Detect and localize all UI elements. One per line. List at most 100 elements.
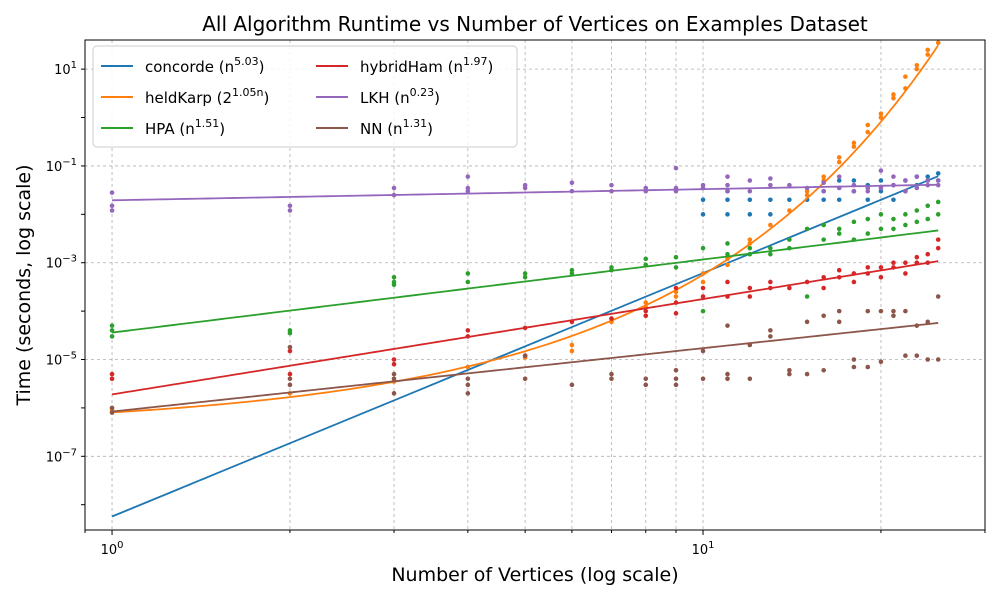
plot-frame [84,39,986,531]
nn-point [725,371,730,377]
hpa-point [700,245,706,251]
legend-label-lkh: LKH (n0.23) [360,86,440,107]
heldkarp-point [935,40,941,46]
legend: concorde (n5.03) heldKarp (21.05n) HPA (n1… [92,45,518,148]
heldkarp-point [851,140,857,146]
heldkarp-fit-line [111,44,939,414]
hybridham-point [925,251,931,257]
nn-point [914,353,920,358]
x-tick-label: 100 [101,540,124,558]
lkh-point [465,174,471,179]
nn-point [768,328,773,333]
hpa-point [878,212,884,217]
nn-point [878,308,884,314]
hybridham-point [821,274,826,280]
heldkarp-point [673,294,679,299]
concorde-point [836,197,842,203]
hpa-point [391,282,397,288]
nn-point [609,376,614,382]
hpa-point [903,222,908,228]
lkh-point [287,203,293,209]
lkh-point [287,208,293,213]
hpa-point [821,222,826,228]
concorde-point [878,188,884,194]
lkh-point [109,190,115,195]
hybridham-point [747,294,753,299]
lkh-point [903,188,908,194]
hybridham-point [903,271,908,276]
nn-point [465,391,471,396]
nn-point [891,313,896,319]
hybridham-point [903,260,908,266]
concorde-point [700,212,706,217]
hpa-point [804,226,810,232]
nn-point [569,382,575,388]
legend-box [92,45,518,148]
lkh-point [725,188,730,194]
lkh-point [903,178,908,183]
hybridham-point [836,267,842,273]
nn-point [768,334,773,339]
lkh-point [465,185,471,191]
hpa-point [109,334,115,339]
hpa-point [804,294,810,299]
hybridham-point [935,237,941,242]
lkh-point [747,178,753,183]
nn-point [836,308,842,314]
lkh-point [109,208,115,213]
heldkarp-point [643,300,649,305]
concorde-point [747,212,753,217]
legend-label-heldkarp: heldKarp (21.05n) [145,86,269,107]
hybridham-point [768,279,773,285]
hpa-point [673,265,679,270]
nn-point [287,382,293,388]
nn-point [643,382,649,388]
lkh-point [700,182,706,188]
lkh-point [914,174,920,179]
nn-point [865,364,871,370]
hpa-point [768,245,773,251]
hybridham-point [821,285,826,291]
hybridham-point [878,265,884,270]
lkh-point [925,178,931,183]
nn-point [935,357,941,362]
concorde-point [925,174,931,179]
y-tick-label: 101 [54,60,77,78]
heldkarp-point [836,155,842,160]
heldkarp-point [891,95,896,101]
plot-content [109,40,941,518]
hpa-point [725,241,730,246]
heldkarp-point [569,348,575,354]
hybridham-point [465,328,471,333]
nn-point [465,376,471,382]
hpa-point [914,219,920,225]
concorde-point [851,178,857,183]
hybridham-fit-line [111,260,939,396]
nn-point [821,367,826,373]
concorde-point [891,197,896,203]
concorde-point [836,178,842,183]
lkh-point [914,185,920,191]
lkh-fit-line [112,183,939,202]
lkh-point [609,182,614,188]
hpa-point [836,231,842,236]
nn-point [865,308,871,314]
lkh-point [821,180,826,186]
heldkarp-point [725,262,730,268]
heldkarp-point [747,237,753,242]
nn-point [643,376,649,382]
hpa-point [465,271,471,276]
nn-point [287,344,293,350]
legend-label-hpa: HPA (n1.51) [145,117,225,138]
lkh-point [465,188,471,194]
heldkarp-point [903,74,908,79]
nn-point [465,382,471,388]
lkh-point [725,174,730,179]
nn-point [935,294,941,299]
lkh-point [673,165,679,171]
hpa-point [851,219,857,225]
y-axis-label: Time (seconds, log scale) [13,164,35,406]
hpa-point [891,226,896,232]
heldkarp-point [821,174,826,179]
nn-point [391,376,397,382]
